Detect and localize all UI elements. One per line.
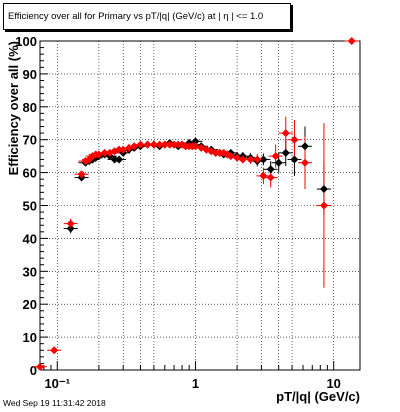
- y-axis-label: Efficiency over all (%): [6, 41, 21, 175]
- y-tick-label: 80: [23, 100, 37, 115]
- data-point: [94, 150, 103, 159]
- data-point: [281, 129, 290, 138]
- y-tick-label: 10: [23, 330, 37, 345]
- data-point: [143, 140, 152, 149]
- data-point: [66, 219, 75, 228]
- y-tick-label: 20: [23, 297, 37, 312]
- timestamp: Wed Sep 19 11:31:42 2018: [3, 398, 106, 408]
- data-point: [191, 137, 200, 146]
- y-tick-label: 30: [23, 264, 37, 279]
- y-tick-label: 70: [23, 133, 37, 148]
- data-point: [100, 148, 109, 157]
- data-point: [170, 140, 179, 149]
- data-point: [36, 362, 44, 371]
- data-point: [266, 165, 275, 174]
- data-point: [319, 185, 328, 194]
- data-point: [300, 142, 309, 151]
- y-tick-label: 100: [15, 34, 37, 49]
- data-markers: [36, 37, 356, 371]
- data-point: [115, 155, 124, 164]
- data-point: [50, 346, 59, 355]
- data-point: [226, 152, 235, 161]
- y-tick-label: 0: [30, 363, 37, 378]
- x-tick-label: 10⁻¹: [44, 376, 70, 391]
- data-point: [115, 145, 124, 154]
- data-point: [155, 140, 164, 149]
- data-point: [211, 148, 220, 157]
- data-point: [77, 170, 86, 179]
- x-axis-label: pT/|q| (GeV/c): [276, 389, 360, 404]
- data-point: [246, 155, 255, 164]
- x-tick-label: 1: [192, 376, 199, 391]
- chart-title-box: Efficiency over all for Primary vs pT/|q…: [3, 3, 291, 30]
- data-point: [271, 152, 280, 161]
- data-point: [319, 201, 328, 210]
- data-point: [281, 148, 290, 157]
- y-tick-label: 60: [23, 166, 37, 181]
- data-point: [259, 171, 268, 180]
- data-point: [347, 37, 356, 45]
- data-point: [253, 155, 262, 164]
- data-point: [290, 135, 299, 144]
- grid-lines: [40, 41, 360, 370]
- y-tick-label: 40: [23, 231, 37, 246]
- data-point: [160, 140, 169, 149]
- data-point: [233, 153, 242, 162]
- x-tick-label: 10: [326, 376, 340, 391]
- data-point: [66, 224, 75, 233]
- y-tick-label: 90: [23, 67, 37, 82]
- data-point: [259, 155, 268, 164]
- chart-title: Efficiency over all for Primary vs pT/|q…: [8, 11, 264, 22]
- axes: 0 10 20 30 40 50 60 70 80 90 100 10⁻¹ 1 10: [15, 34, 341, 391]
- data-point: [130, 142, 139, 151]
- data-point: [300, 158, 309, 167]
- data-point: [165, 140, 174, 149]
- data-point: [266, 173, 275, 182]
- data-point: [149, 140, 158, 149]
- y-tick-label: 50: [23, 199, 37, 214]
- data-point: [238, 155, 247, 164]
- data-point: [290, 155, 299, 164]
- data-point: [136, 140, 145, 149]
- data-point: [191, 142, 200, 151]
- data-point: [274, 158, 283, 167]
- data-point: [110, 155, 119, 164]
- data-point: [119, 145, 128, 154]
